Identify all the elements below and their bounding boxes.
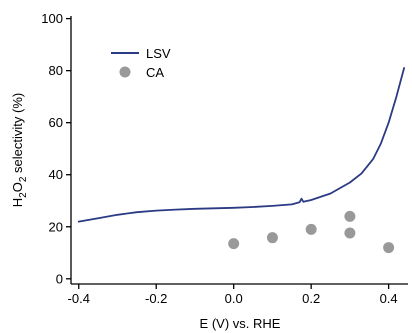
x-tick-label: -0.2	[145, 291, 167, 306]
series-layer	[77, 67, 405, 254]
legend-label-lsv: LSV	[146, 46, 171, 61]
axes	[70, 16, 408, 285]
y-tick-label: 20	[49, 219, 63, 234]
y-tick-label: 60	[49, 115, 63, 130]
x-tick-label: -0.4	[68, 291, 90, 306]
y-tick-label: 80	[49, 63, 63, 78]
y-ticks: 0 20 40 60 80 100	[41, 11, 71, 286]
y-axis-title: H2O2 selectivity (%)	[10, 93, 29, 207]
data-point-ca	[344, 210, 356, 222]
data-point-ca	[228, 238, 240, 250]
x-tick-label: 0.2	[302, 291, 320, 306]
data-point-ca	[266, 232, 278, 244]
data-point-ca	[344, 227, 356, 239]
y-tick-label: 100	[41, 11, 63, 26]
legend: LSV CA	[111, 46, 171, 80]
y-tick-label: 40	[49, 167, 63, 182]
legend-swatch-ca	[119, 66, 131, 78]
x-axis-title: E (V) vs. RHE	[200, 316, 281, 331]
data-point-ca	[383, 242, 395, 254]
y-tick-label: 0	[56, 271, 63, 286]
series-line-lsv	[77, 67, 405, 223]
data-point-ca	[305, 223, 317, 235]
x-tick-label: 0.4	[380, 291, 398, 306]
legend-label-ca: CA	[146, 65, 164, 80]
x-ticks: -0.4 -0.2 0.0 0.2 0.4	[68, 284, 398, 306]
x-tick-label: 0.0	[225, 291, 243, 306]
